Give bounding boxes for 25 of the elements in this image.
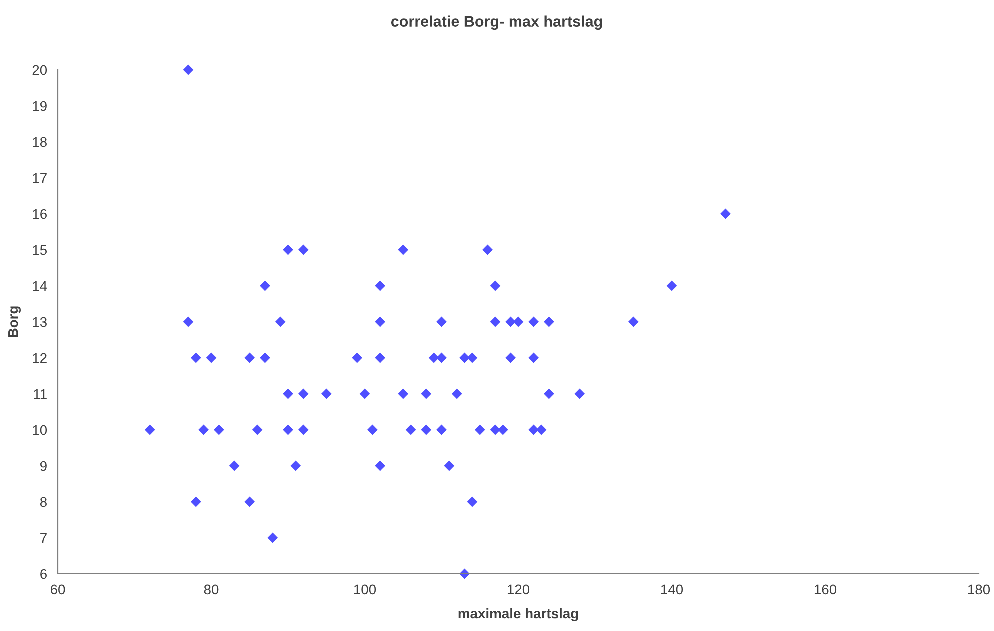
y-tick-label: 6: [40, 569, 47, 580]
x-axis-title: maximale hartslag: [458, 608, 578, 622]
y-tick-label: 11: [34, 389, 47, 400]
x-tick-label: 160: [814, 584, 837, 595]
y-tick-label: 19: [33, 101, 47, 112]
y-tick-label: 9: [40, 461, 47, 472]
x-tick-label: 60: [50, 584, 66, 595]
x-tick-label: 120: [508, 584, 530, 595]
x-tick-label: 80: [204, 584, 219, 595]
y-axis-title: Borg: [8, 306, 22, 338]
x-tick-label: 180: [968, 584, 990, 595]
y-tick-label: 12: [33, 353, 47, 364]
x-tick-label: 140: [661, 584, 684, 595]
x-tick-label: 100: [354, 584, 376, 595]
y-tick-label: 17: [33, 173, 47, 184]
y-tick-label: 18: [33, 137, 47, 148]
y-tick-label: 13: [33, 317, 47, 328]
y-tick-label: 7: [40, 533, 47, 544]
y-tick-label: 20: [32, 65, 48, 76]
y-tick-label: 10: [33, 425, 48, 436]
y-tick-label: 16: [33, 209, 47, 220]
y-tick-label: 8: [40, 497, 47, 508]
y-tick-label: 15: [33, 245, 48, 256]
y-tick-label: 14: [33, 281, 48, 292]
chart-title: correlatie Borg- max hartslag: [391, 16, 602, 30]
